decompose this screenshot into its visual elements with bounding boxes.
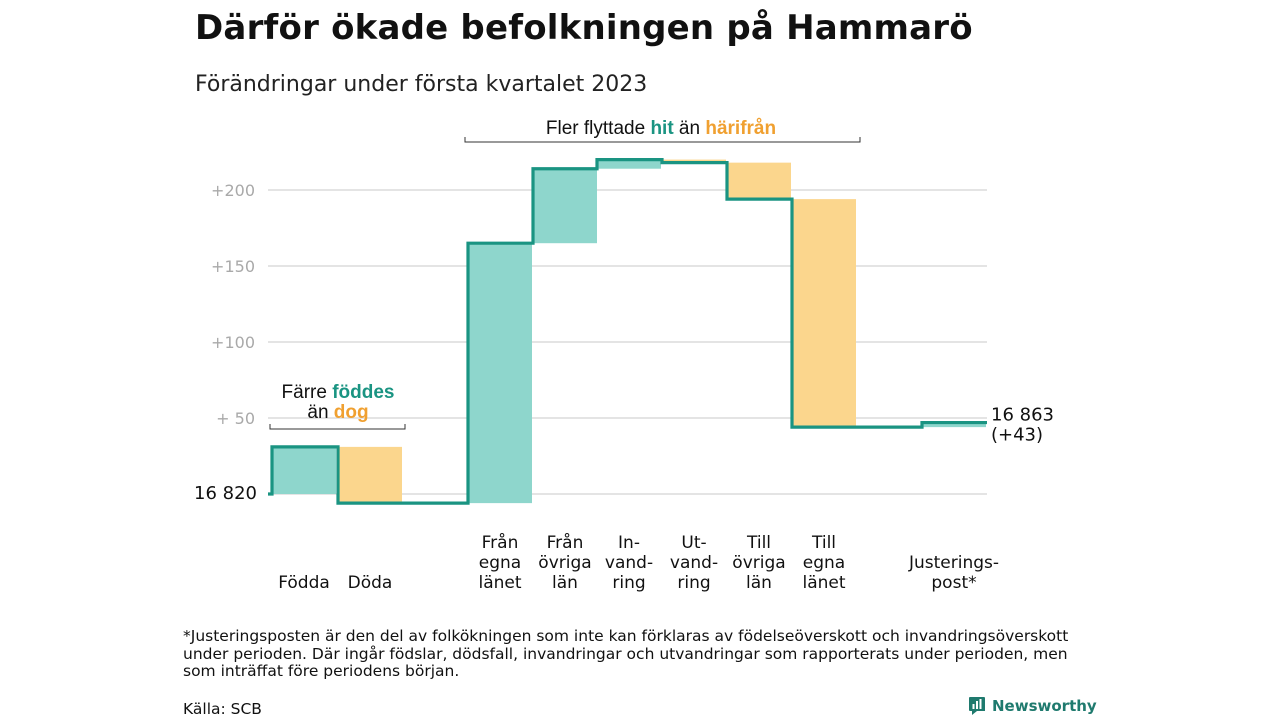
category-label: Födda <box>278 573 330 593</box>
category-label: ring <box>612 573 645 593</box>
waterfall-bar <box>468 243 532 504</box>
end-change-label: (+43) <box>991 425 1043 446</box>
category-label: ring <box>677 573 710 593</box>
category-label: egna <box>479 553 521 573</box>
waterfall-bar <box>597 159 661 169</box>
waterfall-bar <box>338 446 402 504</box>
category-label: län <box>746 573 772 593</box>
chart-subtitle: Förändringar under första kvartalet 2023 <box>195 72 648 97</box>
annotation-migration: Fler flyttade hit än härifrån <box>546 118 776 139</box>
category-label: Justerings- <box>908 553 999 573</box>
waterfall-bar <box>272 446 336 494</box>
category-label: Från <box>482 532 519 553</box>
waterfall-bar <box>533 168 597 244</box>
annotation-bracket-births <box>269 424 406 430</box>
waterfall-bar <box>792 199 856 428</box>
category-label: länet <box>478 573 521 593</box>
chart-title: Därför ökade befolkningen på Hammarö <box>195 8 973 48</box>
annotation-bracket-migration <box>464 137 861 143</box>
category-label: övriga <box>538 553 591 573</box>
y-tick-label: + 50 <box>216 409 255 428</box>
end-value-label: 16 863 <box>991 405 1054 426</box>
category-label: egna <box>803 553 845 573</box>
y-tick-label: +100 <box>211 333 255 352</box>
category-label: övriga <box>732 553 785 573</box>
category-label: Ut- <box>681 533 706 553</box>
category-label: Till <box>811 533 836 553</box>
annotation-births-line2: än dog <box>307 402 368 423</box>
brand-logo: Newsworthy <box>968 696 1097 716</box>
brand-name: Newsworthy <box>992 697 1097 715</box>
annotation-births-line1: Färre föddes <box>282 382 395 403</box>
waterfall-bar <box>922 422 986 428</box>
category-label: Döda <box>348 573 393 593</box>
category-label: vand- <box>605 553 653 573</box>
start-value-label: 16 820 <box>194 483 257 504</box>
y-tick-label: +200 <box>211 181 255 200</box>
category-label: Till <box>746 533 771 553</box>
newsworthy-logo-icon <box>969 697 985 715</box>
category-label: länet <box>802 573 845 593</box>
source-note: Källa: SCB <box>183 700 262 718</box>
category-label: Från <box>547 532 584 553</box>
category-label: län <box>552 573 578 593</box>
category-label: vand- <box>670 553 718 573</box>
y-tick-label: +150 <box>211 257 255 276</box>
category-label: In- <box>618 533 640 553</box>
cumulative-step-line <box>268 158 987 505</box>
waterfall-bar <box>727 162 791 200</box>
footnote: *Justeringsposten är den del av folkökni… <box>183 627 1069 680</box>
category-label: post* <box>931 573 976 593</box>
